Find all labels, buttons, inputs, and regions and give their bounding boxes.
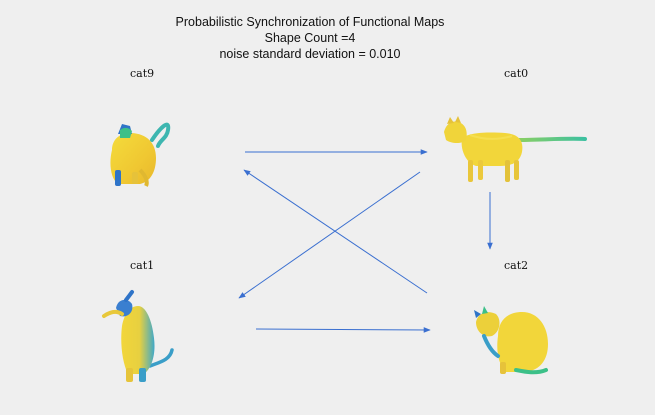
- shape-cat2: [474, 306, 548, 375]
- title-line-1: Probabilistic Synchronization of Functio…: [175, 15, 445, 29]
- node-label-cat0: cat0: [504, 67, 529, 80]
- edge-cat2-cat9: [243, 169, 428, 294]
- shape-cat9: [110, 122, 171, 187]
- node-label-cat1: cat1: [130, 259, 155, 272]
- title-line-3: noise standard deviation = 0.010: [219, 47, 401, 61]
- figure-title: Probabilistic Synchronization of Functio…: [0, 14, 620, 62]
- edge-cat0-cat1: [238, 171, 421, 299]
- edge-cat1-cat2: [255, 327, 431, 333]
- title-line-2: Shape Count =4: [264, 31, 356, 45]
- node-label-cat2: cat2: [504, 259, 529, 272]
- node-label-cat9: cat9: [130, 67, 155, 80]
- shape-cat1: [102, 290, 174, 382]
- edges: [238, 149, 493, 333]
- shape-cat0: [444, 116, 587, 182]
